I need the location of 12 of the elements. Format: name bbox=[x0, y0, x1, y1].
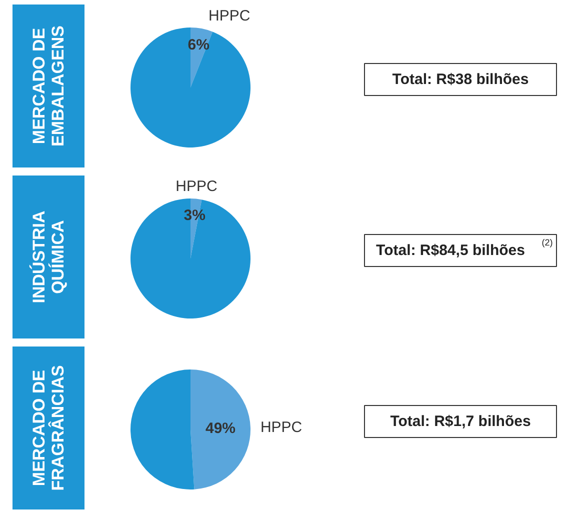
text: Total: R$38 bilhões bbox=[392, 71, 529, 88]
slice-label: HPPC bbox=[208, 8, 250, 25]
data-label: 3% bbox=[184, 206, 206, 224]
slice-label: HPPC bbox=[176, 178, 218, 195]
slice-label: HPPC bbox=[260, 418, 302, 436]
text: MERCADO DE FRAGRÂNCIAS bbox=[30, 365, 68, 491]
data-label: 6% bbox=[188, 36, 210, 54]
text: MERCADO DE EMBALAGENS bbox=[30, 26, 68, 146]
text: Total: R$1,7 bilhões bbox=[390, 413, 531, 430]
text: INDÚSTRIA QUÍMICA bbox=[28, 210, 68, 304]
data-label: 49% bbox=[205, 420, 236, 438]
text: Total: R$84,5 bilhões(2) bbox=[376, 238, 553, 259]
